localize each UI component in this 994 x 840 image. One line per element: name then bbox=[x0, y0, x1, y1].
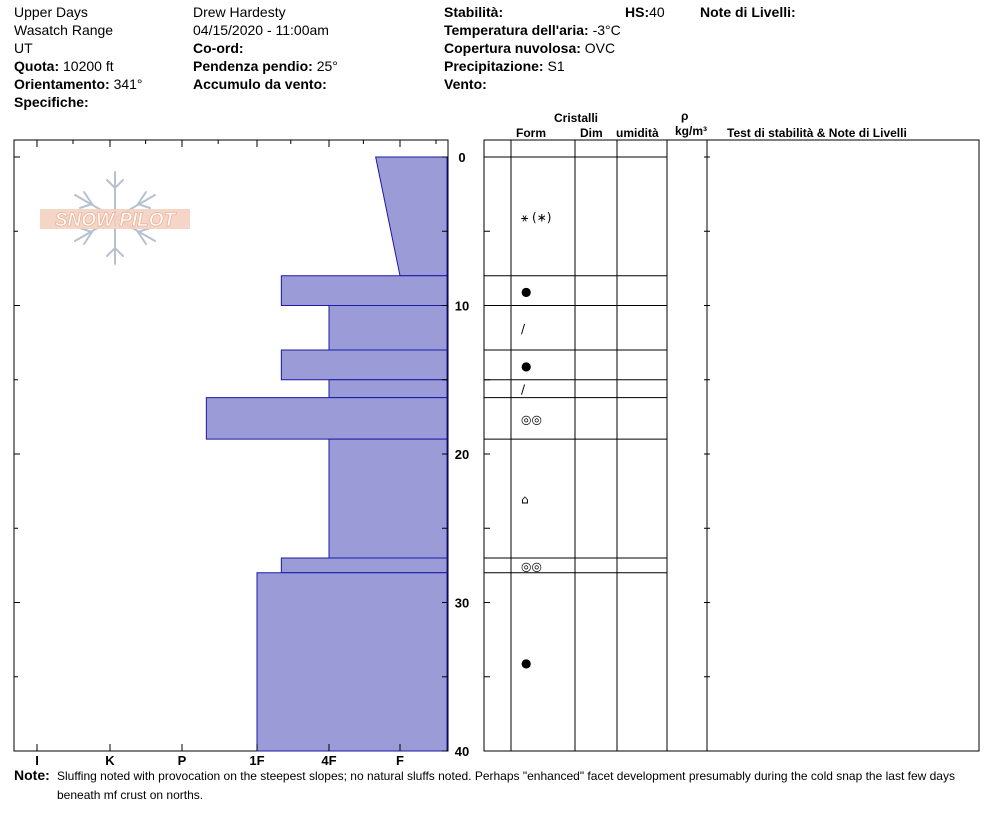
layer-notes-label: Note di Livelli: bbox=[700, 4, 796, 20]
crystals-header: Cristalli bbox=[554, 111, 599, 125]
hardness-tick-label: F bbox=[396, 753, 404, 768]
depth-tick-label: 0 bbox=[458, 150, 465, 165]
hardness-tick-label: I bbox=[35, 753, 39, 768]
slope-label: Pendenza pendio: bbox=[193, 58, 313, 74]
slope: Pendenza pendio: 25° bbox=[193, 57, 338, 75]
hs: HS:40 bbox=[625, 3, 665, 21]
snowpilot-logo-text: SNOW PILOT bbox=[55, 210, 177, 231]
wind-label: Vento: bbox=[444, 76, 487, 92]
specifics-label: Specifiche: bbox=[14, 94, 89, 110]
stability-label: Stabilità: bbox=[444, 4, 504, 20]
location-name: Upper Days bbox=[14, 4, 88, 20]
crystal-table-frame bbox=[483, 139, 980, 752]
elevation: Quota: 10200 ft bbox=[14, 57, 114, 75]
sky-cover-label: Copertura nuvolosa: bbox=[444, 40, 581, 56]
rho-header: ρ bbox=[681, 109, 689, 123]
coord-label: Co-ord: bbox=[193, 40, 244, 56]
slope-value: 25° bbox=[316, 58, 338, 74]
range-name: Wasatch Range bbox=[14, 22, 114, 38]
grain-form-symbol: ◎◎ bbox=[521, 559, 542, 573]
snowpilot-logo: SNOW PILOT bbox=[40, 171, 190, 265]
hardness-layer-bar bbox=[328, 305, 448, 351]
hardness-plot-frame bbox=[13, 139, 449, 752]
observation-datetime: 04/15/2020 - 11:00am bbox=[193, 22, 329, 38]
depth-tick-label: 20 bbox=[455, 447, 469, 462]
hardness-tick-label: 4F bbox=[321, 753, 336, 768]
elevation-label: Quota: bbox=[14, 58, 60, 74]
size-header: Dim bbox=[580, 126, 603, 140]
note-text: Sluffing noted with provocation on the s… bbox=[57, 769, 955, 802]
hs-label: HS: bbox=[625, 4, 650, 20]
precipitation: Precipitazione: S1 bbox=[444, 57, 565, 75]
hardness-layer-bar bbox=[256, 572, 448, 752]
aspect-label: Orientamento: bbox=[14, 76, 110, 92]
hardness-tick-label: K bbox=[105, 753, 115, 768]
hardness-layer-bar bbox=[328, 438, 448, 559]
elevation-value: 10200 ft bbox=[63, 58, 114, 74]
density-header: kg/m³ bbox=[675, 124, 708, 138]
grain-form-symbol: / bbox=[521, 383, 526, 397]
grain-form-symbol: ● bbox=[521, 285, 531, 299]
grain-form-symbol: ● bbox=[521, 359, 531, 373]
hardness-layer-bar bbox=[280, 275, 448, 306]
precipitation-value: S1 bbox=[547, 58, 565, 74]
precipitation-label: Precipitazione: bbox=[444, 58, 544, 74]
hardness-tick-label: P bbox=[178, 753, 187, 768]
moisture-header: umidità bbox=[616, 126, 659, 140]
grain-form-symbol: ⌂ bbox=[521, 493, 529, 507]
hardness-layer-bar bbox=[328, 379, 448, 399]
wind-loading-label: Accumulo da vento: bbox=[193, 76, 327, 92]
note-label: Note: bbox=[14, 767, 50, 783]
aspect: Orientamento: 341° bbox=[14, 75, 143, 93]
grain-form-symbol: ⚹ (∗) bbox=[521, 210, 551, 224]
grain-form-symbol: ◎◎ bbox=[521, 412, 542, 426]
hardness-layer-bar bbox=[280, 349, 448, 381]
grain-form-symbol: / bbox=[521, 322, 526, 336]
observer-name: Drew Hardesty bbox=[193, 4, 286, 20]
form-header: Form bbox=[516, 126, 546, 140]
hardness-layers bbox=[205, 156, 448, 752]
air-temp: Temperatura dell'aria: -3°C bbox=[444, 21, 621, 39]
hardness-layer-bar bbox=[375, 156, 448, 277]
aspect-value: 341° bbox=[113, 76, 143, 92]
depth-tick-label: 40 bbox=[455, 744, 469, 759]
air-temp-value: -3°C bbox=[592, 22, 621, 38]
sky-cover: Copertura nuvolosa: OVC bbox=[444, 39, 615, 57]
hardness-layer-bar bbox=[280, 557, 448, 574]
state-name: UT bbox=[14, 40, 33, 56]
depth-tick-label: 10 bbox=[455, 299, 469, 314]
sky-cover-value: OVC bbox=[584, 40, 616, 56]
hardness-axis: I K P 1F 4F F bbox=[35, 140, 437, 768]
hardness-tick-label: 1F bbox=[249, 753, 264, 768]
depth-tick-label: 30 bbox=[455, 596, 469, 611]
hs-value: 40 bbox=[649, 4, 665, 20]
hardness-layer-bar bbox=[205, 397, 448, 440]
grain-form-symbol: ● bbox=[521, 656, 531, 670]
air-temp-label: Temperatura dell'aria: bbox=[444, 22, 589, 38]
stability-notes-header: Test di stabilità & Note di Livelli bbox=[727, 126, 907, 140]
crystal-table-rows: ⚹ (∗) ● / ● / ◎◎ ⌂ ◎◎ ● bbox=[484, 156, 667, 670]
